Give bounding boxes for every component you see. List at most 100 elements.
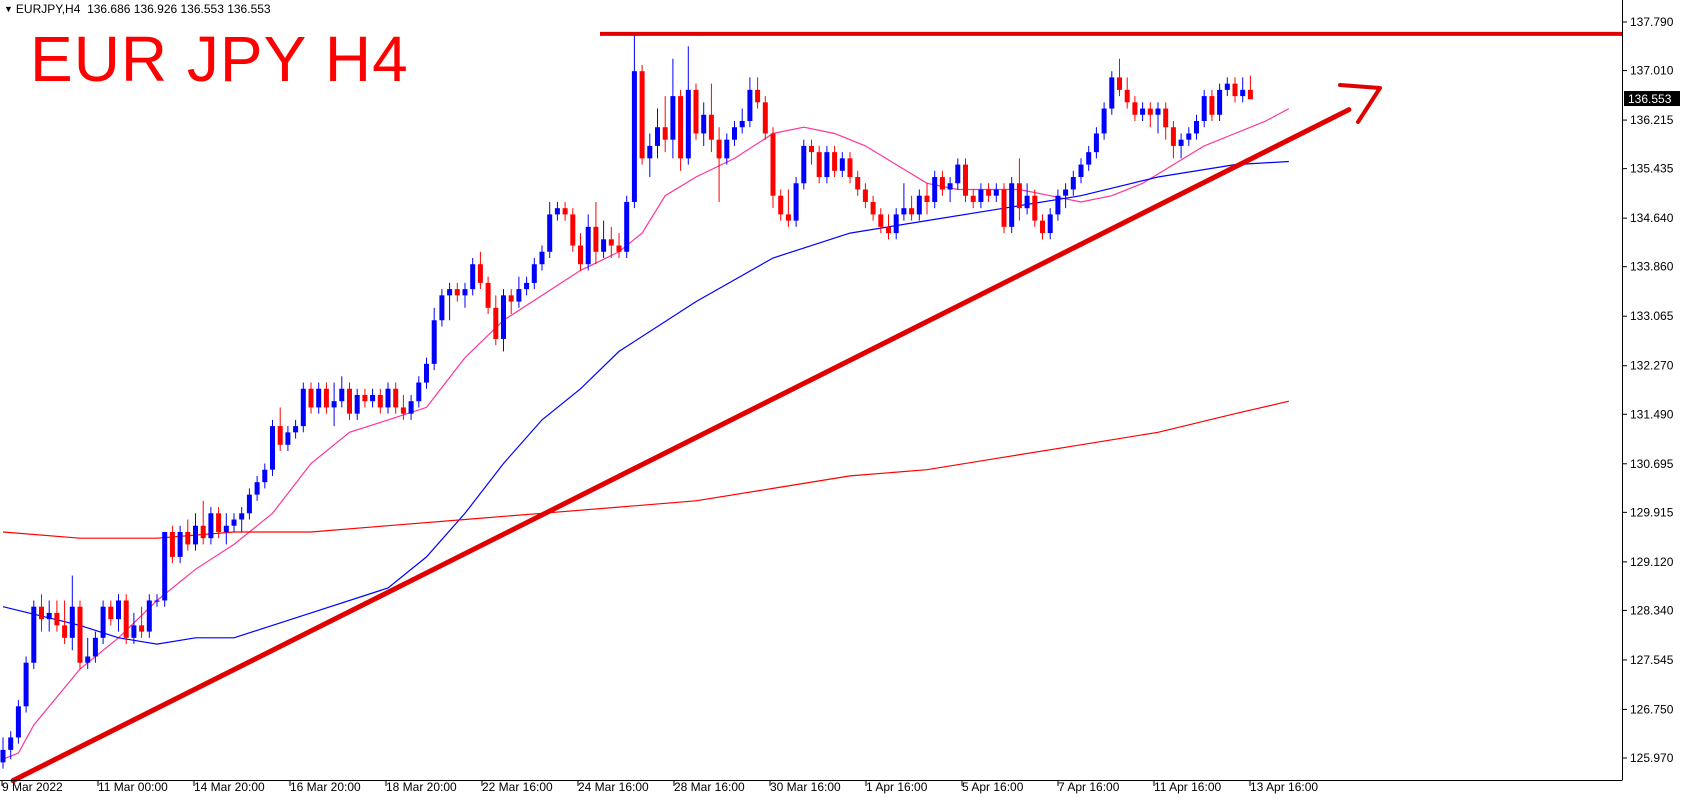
candle <box>847 152 853 184</box>
candle-body <box>724 139 730 159</box>
time-tick-label: 24 Mar 16:00 <box>578 780 649 794</box>
candle <box>1093 127 1099 159</box>
candle-body <box>139 625 145 632</box>
candle-body <box>1016 183 1022 209</box>
candle-body <box>370 394 376 402</box>
candle-body <box>878 214 884 227</box>
candle-body <box>331 401 337 408</box>
candle-body <box>1040 220 1045 234</box>
candle-body <box>508 295 514 302</box>
candle-body <box>431 320 437 364</box>
candle-body <box>377 394 383 408</box>
candle <box>1055 189 1061 221</box>
candle-body <box>585 226 591 265</box>
candle-body <box>239 513 245 520</box>
time-tick-label: 30 Mar 16:00 <box>770 780 841 794</box>
time-tick-label: 28 Mar 16:00 <box>674 780 745 794</box>
candle <box>162 531 168 607</box>
candle-body <box>762 102 768 134</box>
candle <box>970 189 976 209</box>
candle <box>108 600 114 626</box>
candle-body <box>1201 96 1207 122</box>
candle <box>755 77 761 109</box>
candle-body <box>408 401 414 414</box>
candle-body <box>54 612 60 626</box>
time-tick-label: 1 Apr 16:00 <box>866 780 928 794</box>
candle <box>439 289 445 327</box>
candle <box>655 108 660 159</box>
candle-body <box>23 662 29 707</box>
candle <box>554 201 560 221</box>
candle <box>524 276 530 296</box>
candle <box>878 208 884 234</box>
candle-body <box>1009 183 1015 227</box>
candle <box>1155 102 1161 134</box>
candle-body <box>608 239 614 246</box>
candle <box>85 637 91 669</box>
candle <box>1224 77 1230 97</box>
candle-body <box>678 96 684 159</box>
candle-body <box>963 164 968 196</box>
candle <box>1178 133 1184 159</box>
candle-body <box>770 133 776 196</box>
candle-body <box>354 394 360 414</box>
candle <box>1186 127 1192 146</box>
candle-body <box>254 482 260 495</box>
candle <box>146 594 152 638</box>
candle-body <box>547 214 553 252</box>
candle-body <box>293 426 299 433</box>
moving-average-line-1 <box>2 108 1290 760</box>
price-tick-label: 133.065 <box>1630 309 1674 323</box>
candle <box>955 158 961 190</box>
candle <box>1016 158 1022 221</box>
candle <box>809 139 814 165</box>
candle-body <box>901 208 907 215</box>
candle <box>470 257 476 296</box>
candle <box>662 96 668 153</box>
candle <box>347 382 352 420</box>
candle-body <box>462 289 468 296</box>
candle <box>801 139 807 190</box>
price-tick-label: 130.695 <box>1630 457 1674 471</box>
candle-body <box>347 388 352 414</box>
candle <box>1217 83 1223 122</box>
candle <box>100 600 106 645</box>
candle <box>993 183 999 202</box>
candle <box>385 382 391 414</box>
candle-body <box>993 189 999 196</box>
candle <box>839 152 845 178</box>
candle-body <box>223 525 229 532</box>
candle-body <box>801 145 807 184</box>
candle <box>678 89 684 171</box>
candle-body <box>809 145 814 153</box>
candle-body <box>1093 133 1099 153</box>
candle <box>531 257 537 290</box>
candle-body <box>1178 139 1184 146</box>
candle-body <box>562 208 568 215</box>
candle <box>46 600 52 632</box>
candle <box>1047 208 1053 240</box>
candle <box>616 233 622 258</box>
candle-body <box>285 432 291 445</box>
candle <box>939 170 945 196</box>
candle-body <box>146 600 152 632</box>
price-tick-label: 134.640 <box>1630 211 1674 225</box>
candle <box>631 33 637 209</box>
candle <box>485 276 491 315</box>
candle-body <box>200 525 206 539</box>
candle-body <box>246 494 252 514</box>
candle-body <box>385 388 391 408</box>
candle-body <box>716 139 722 159</box>
candle-body <box>554 208 560 215</box>
candle-body <box>708 114 714 140</box>
candle <box>862 183 868 209</box>
time-tick-label: 16 Mar 20:00 <box>290 780 361 794</box>
candle <box>400 394 406 420</box>
candle <box>601 220 607 258</box>
candle-body <box>855 177 861 190</box>
candle <box>508 289 514 315</box>
dropdown-triangle-icon[interactable]: ▼ <box>4 4 13 14</box>
candle-body <box>909 208 915 215</box>
candle <box>762 96 768 140</box>
